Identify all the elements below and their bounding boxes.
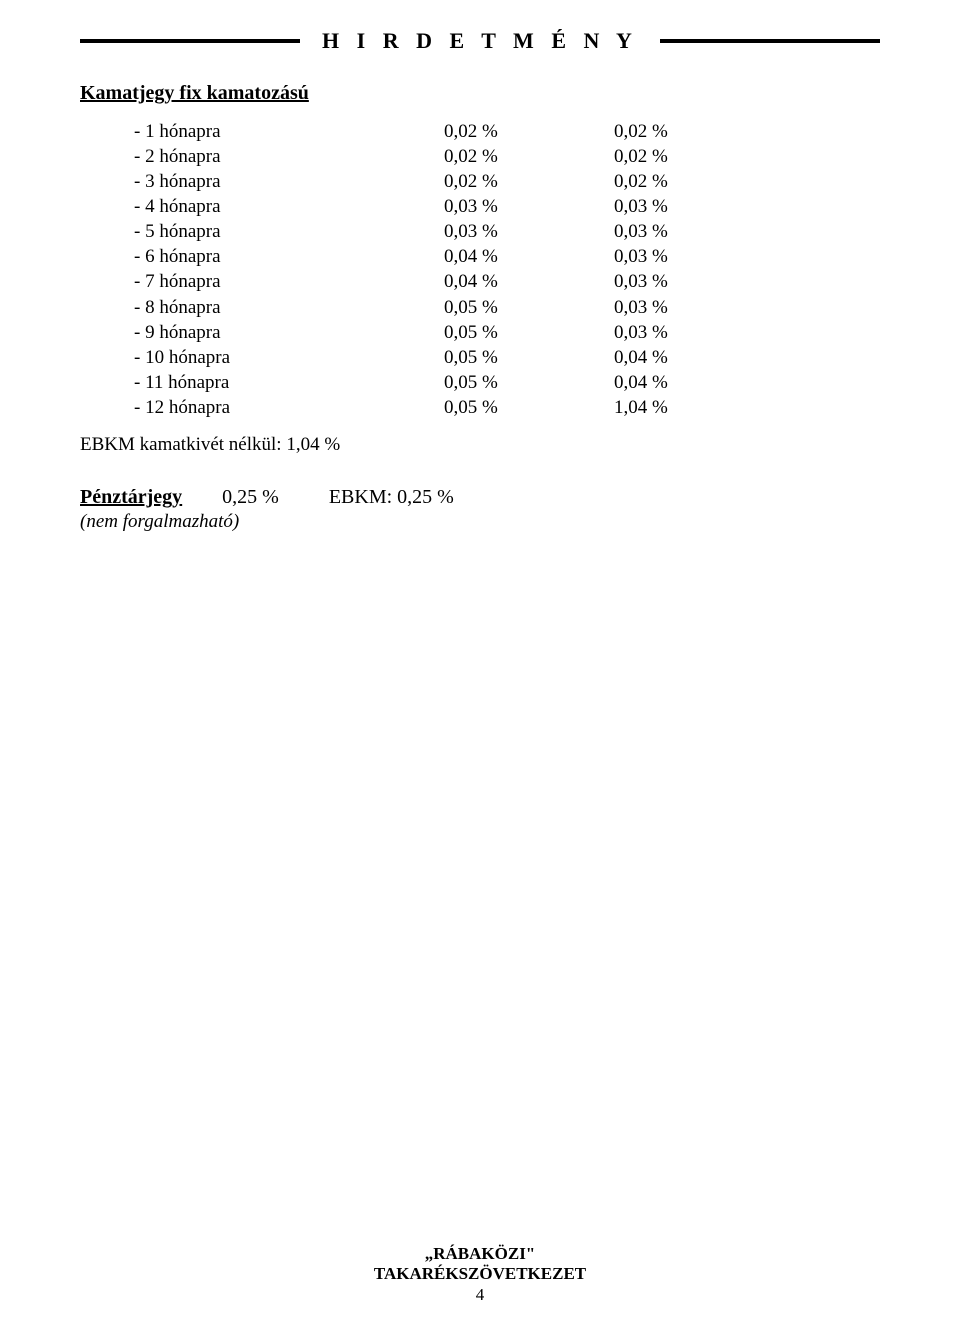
- penztarjegy-rate: 0,25 %: [222, 486, 279, 509]
- table-row: - 12 hónapra 0,05 % 1,04 %: [134, 395, 880, 420]
- penztarjegy-label: Pénztárjegy: [80, 486, 182, 509]
- rate-label: - 7 hónapra: [134, 269, 444, 294]
- rate-value-1: 0,03 %: [444, 194, 614, 219]
- page: H I R D E T M É N Y Kamatjegy fix kamato…: [0, 0, 960, 1325]
- rate-label: - 1 hónapra: [134, 119, 444, 144]
- penztarjegy-ebkm: EBKM: 0,25 %: [329, 486, 454, 509]
- rate-value-2: 0,04 %: [614, 370, 784, 395]
- rate-label: - 11 hónapra: [134, 370, 444, 395]
- table-row: - 7 hónapra 0,04 % 0,03 %: [134, 269, 880, 294]
- header-row: H I R D E T M É N Y: [80, 28, 880, 54]
- rate-label: - 8 hónapra: [134, 295, 444, 320]
- rate-value-1: 0,02 %: [444, 119, 614, 144]
- footer: „RÁBAKÖZI" TAKARÉKSZÖVETKEZET 4: [0, 1244, 960, 1305]
- table-row: - 6 hónapra 0,04 % 0,03 %: [134, 244, 880, 269]
- table-row: - 10 hónapra 0,05 % 0,04 %: [134, 345, 880, 370]
- rate-value-2: 1,04 %: [614, 395, 784, 420]
- rate-label: - 5 hónapra: [134, 219, 444, 244]
- footer-brand: „RÁBAKÖZI": [0, 1244, 960, 1264]
- page-title: H I R D E T M É N Y: [300, 28, 660, 54]
- rate-value-2: 0,04 %: [614, 345, 784, 370]
- rate-value-2: 0,03 %: [614, 194, 784, 219]
- section-title: Kamatjegy fix kamatozású: [80, 82, 880, 105]
- rate-label: - 3 hónapra: [134, 169, 444, 194]
- rate-label: - 12 hónapra: [134, 395, 444, 420]
- rate-label: - 2 hónapra: [134, 144, 444, 169]
- header-rule-right: [660, 39, 880, 43]
- footer-org: TAKARÉKSZÖVETKEZET: [0, 1264, 960, 1284]
- rate-value-1: 0,05 %: [444, 370, 614, 395]
- rate-value-1: 0,05 %: [444, 395, 614, 420]
- rate-value-2: 0,02 %: [614, 169, 784, 194]
- rate-value-2: 0,03 %: [614, 320, 784, 345]
- table-row: - 11 hónapra 0,05 % 0,04 %: [134, 370, 880, 395]
- rate-value-2: 0,02 %: [614, 119, 784, 144]
- header-rule-left: [80, 39, 300, 43]
- rate-value-1: 0,05 %: [444, 345, 614, 370]
- rate-value-2: 0,03 %: [614, 269, 784, 294]
- rate-value-1: 0,04 %: [444, 269, 614, 294]
- table-row: - 1 hónapra 0,02 % 0,02 %: [134, 119, 880, 144]
- rate-value-1: 0,04 %: [444, 244, 614, 269]
- table-row: - 2 hónapra 0,02 % 0,02 %: [134, 144, 880, 169]
- rate-value-1: 0,05 %: [444, 295, 614, 320]
- table-row: - 4 hónapra 0,03 % 0,03 %: [134, 194, 880, 219]
- rate-value-2: 0,02 %: [614, 144, 784, 169]
- rate-table: - 1 hónapra 0,02 % 0,02 % - 2 hónapra 0,…: [134, 119, 880, 420]
- penztarjegy-note: (nem forgalmazható): [80, 511, 880, 533]
- ebkm-summary: EBKM kamatkivét nélkül: 1,04 %: [80, 434, 880, 456]
- penztarjegy-line: Pénztárjegy 0,25 % EBKM: 0,25 %: [80, 486, 880, 509]
- table-row: - 3 hónapra 0,02 % 0,02 %: [134, 169, 880, 194]
- table-row: - 9 hónapra 0,05 % 0,03 %: [134, 320, 880, 345]
- table-row: - 8 hónapra 0,05 % 0,03 %: [134, 295, 880, 320]
- rate-label: - 10 hónapra: [134, 345, 444, 370]
- rate-value-2: 0,03 %: [614, 219, 784, 244]
- rate-value-1: 0,05 %: [444, 320, 614, 345]
- rate-value-2: 0,03 %: [614, 295, 784, 320]
- rate-value-1: 0,02 %: [444, 144, 614, 169]
- table-row: - 5 hónapra 0,03 % 0,03 %: [134, 219, 880, 244]
- footer-page-number: 4: [0, 1285, 960, 1305]
- rate-label: - 4 hónapra: [134, 194, 444, 219]
- rate-value-1: 0,03 %: [444, 219, 614, 244]
- rate-label: - 6 hónapra: [134, 244, 444, 269]
- rate-value-1: 0,02 %: [444, 169, 614, 194]
- rate-label: - 9 hónapra: [134, 320, 444, 345]
- rate-value-2: 0,03 %: [614, 244, 784, 269]
